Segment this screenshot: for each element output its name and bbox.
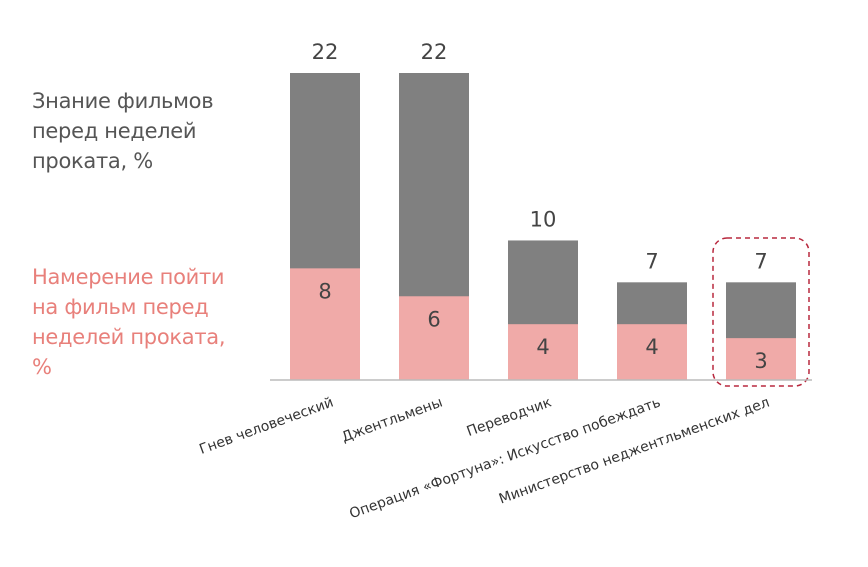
bar bbox=[508, 324, 578, 380]
x-tick-label: Джентльмены bbox=[340, 394, 445, 445]
x-tick-label: Гнев человеческий bbox=[197, 394, 335, 457]
value-label: 6 bbox=[427, 307, 440, 331]
bar bbox=[726, 338, 796, 380]
x-tick-label: Переводчик bbox=[465, 394, 554, 439]
value-label: 3 bbox=[754, 349, 767, 373]
legend-gray: Знание фильмов перед неделей проката, % bbox=[32, 89, 214, 173]
bar bbox=[399, 296, 469, 380]
value-label: 7 bbox=[754, 249, 767, 273]
value-label: 8 bbox=[318, 279, 331, 303]
bar bbox=[617, 324, 687, 380]
value-label: 10 bbox=[530, 207, 557, 231]
value-label: 4 bbox=[645, 335, 658, 359]
legend-pink: Намерение пойти на фильм перед неделей п… bbox=[32, 265, 226, 379]
bar bbox=[290, 268, 360, 380]
value-label: 22 bbox=[421, 40, 448, 64]
value-label: 22 bbox=[312, 40, 339, 64]
highlight bbox=[712, 237, 810, 387]
value-label: 7 bbox=[645, 249, 658, 273]
value-label: 4 bbox=[536, 335, 549, 359]
